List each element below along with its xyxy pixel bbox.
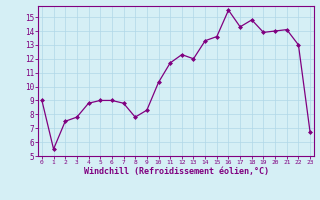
X-axis label: Windchill (Refroidissement éolien,°C): Windchill (Refroidissement éolien,°C) <box>84 167 268 176</box>
